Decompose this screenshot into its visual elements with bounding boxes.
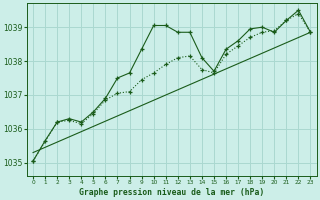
X-axis label: Graphe pression niveau de la mer (hPa): Graphe pression niveau de la mer (hPa) xyxy=(79,188,264,197)
